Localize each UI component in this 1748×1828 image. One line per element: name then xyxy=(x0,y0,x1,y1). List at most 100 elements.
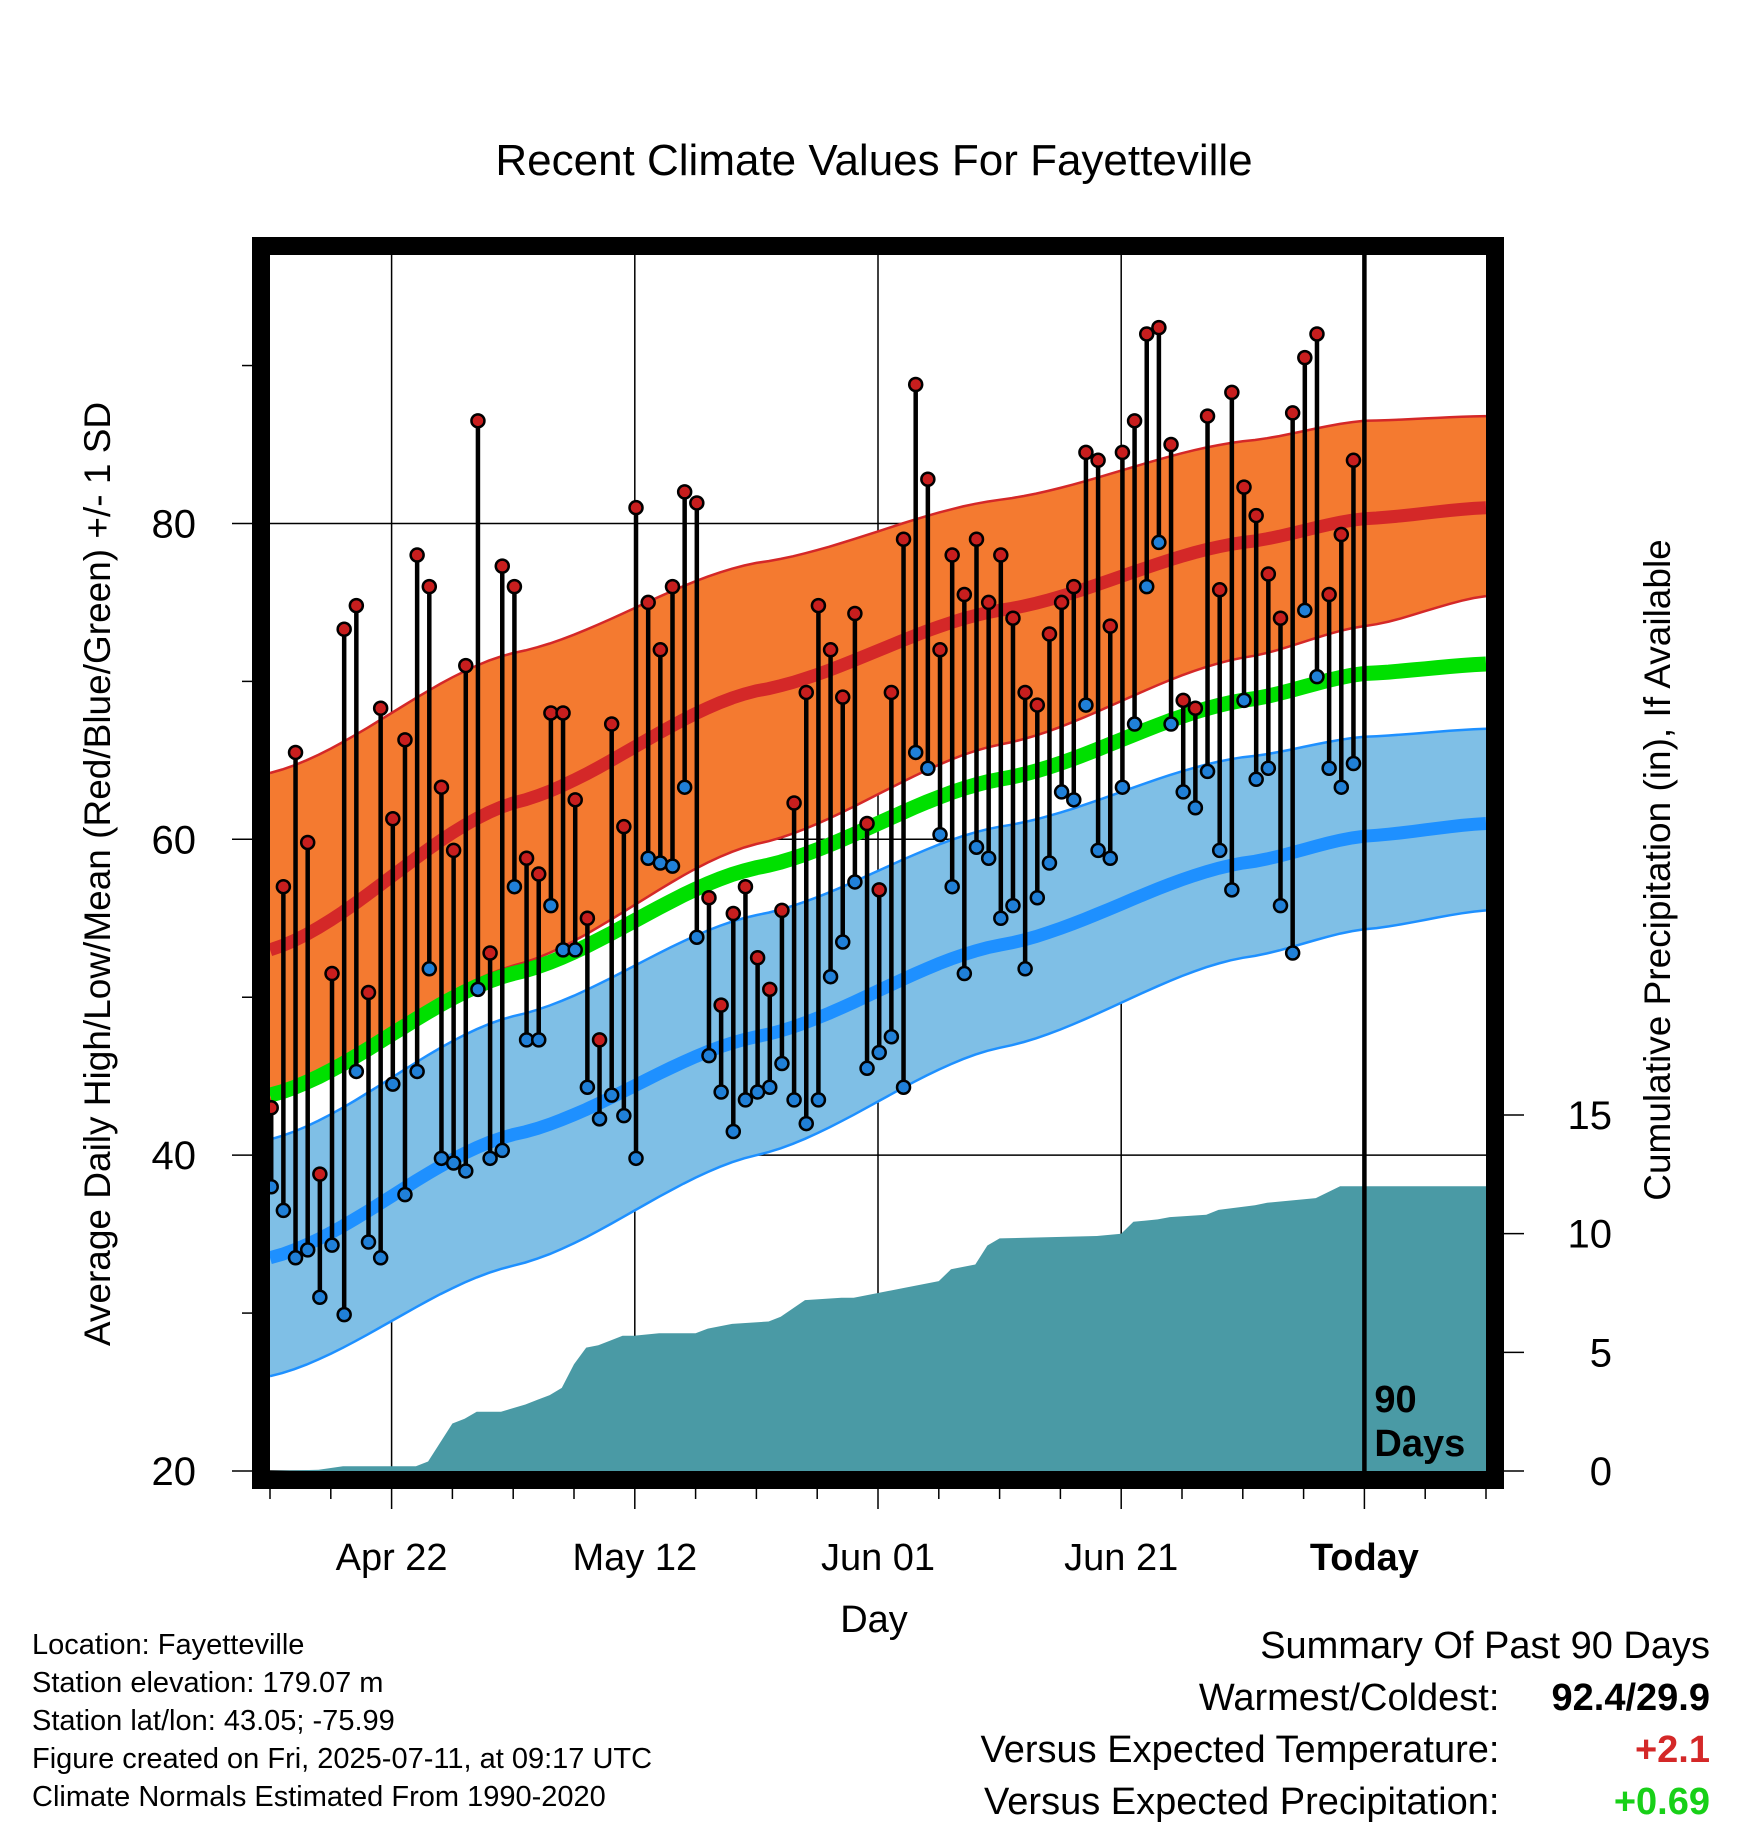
daily-low-point xyxy=(907,744,924,761)
daily-low-point xyxy=(275,1202,292,1219)
daily-high-point xyxy=(859,815,875,832)
y-axis-label: Average Daily High/Low/Mean (Red/Blue/Gr… xyxy=(77,402,118,1346)
daily-low-point xyxy=(385,1076,401,1092)
daily-low-point xyxy=(482,1150,498,1167)
daily-low-point xyxy=(1248,771,1264,788)
daily-low-point xyxy=(1260,760,1277,776)
x-tick-label: Jun 21 xyxy=(1064,1537,1178,1579)
daily-low-point xyxy=(786,1092,802,1108)
daily-low-point xyxy=(1321,760,1337,776)
daily-low-point xyxy=(312,1289,328,1306)
daily-low-point xyxy=(956,965,973,982)
daily-low-point xyxy=(299,1242,316,1258)
daily-low-point xyxy=(883,1028,900,1045)
daily-low-point xyxy=(944,878,960,895)
info-created: Figure created on Fri, 2025-07-11, at 09… xyxy=(32,1743,653,1775)
today-label-line: Days xyxy=(1374,1423,1465,1465)
daily-high-point xyxy=(968,531,985,548)
daily-low-point xyxy=(616,1107,632,1124)
chart-title: Recent Climate Values For Fayetteville xyxy=(495,136,1252,185)
daily-low-point xyxy=(993,910,1009,927)
daily-low-point xyxy=(968,839,985,855)
daily-low-point xyxy=(1297,602,1313,619)
daily-low-point xyxy=(1236,692,1252,709)
info-normals: Climate Normals Estimated From 1990-2020 xyxy=(32,1781,606,1813)
x-tick-label: Jun 01 xyxy=(821,1537,935,1579)
daily-low-point xyxy=(920,760,936,776)
daily-high-point xyxy=(1005,610,1021,626)
daily-high-point xyxy=(701,889,717,906)
daily-high-point xyxy=(348,597,365,614)
daily-low-point xyxy=(445,1155,462,1171)
daily-high-point xyxy=(628,499,644,516)
daily-high-point xyxy=(482,945,498,961)
today-label-line: 90 xyxy=(1374,1379,1416,1421)
daily-low-point xyxy=(1029,889,1046,906)
daily-high-point xyxy=(603,716,620,732)
daily-high-point xyxy=(494,558,511,574)
daily-low-point xyxy=(798,1115,815,1132)
station-info: Location: Fayetteville Station elevation… xyxy=(32,1626,652,1816)
daily-high-point xyxy=(579,910,596,927)
daily-high-point xyxy=(1187,700,1204,716)
daily-high-point xyxy=(1345,452,1362,469)
daily-high-point xyxy=(1284,405,1301,421)
daily-high-point xyxy=(762,981,778,998)
daily-high-point xyxy=(1029,697,1046,713)
daily-low-point xyxy=(1224,882,1240,898)
daily-low-point xyxy=(932,826,948,843)
daily-low-point xyxy=(713,1084,729,1100)
daily-low-point xyxy=(664,858,681,874)
daily-low-point xyxy=(1187,799,1204,816)
daily-high-point xyxy=(895,531,912,548)
daily-high-point xyxy=(1248,507,1264,524)
daily-high-point xyxy=(372,700,389,716)
daily-high-point xyxy=(1211,582,1228,598)
daily-high-point xyxy=(275,878,292,895)
daily-high-point xyxy=(920,471,936,487)
y2-axis-label: Cumulative Precipitation (in), If Availa… xyxy=(1637,539,1678,1201)
x-axis: Apr 22 May 12 Jun 01 Jun 21 Today xyxy=(269,1489,1487,1579)
summary-temp-label: Versus Expected Temperature: xyxy=(980,1729,1500,1771)
daily-low-point xyxy=(1053,784,1070,800)
daily-low-point xyxy=(859,1060,875,1077)
summary-precip-label: Versus Expected Precipitation: xyxy=(984,1781,1500,1823)
plot-frame xyxy=(252,237,1504,1489)
daily-low-point xyxy=(530,1032,547,1048)
daily-low-point xyxy=(1114,779,1131,795)
daily-low-point xyxy=(494,1142,511,1159)
daily-high-point xyxy=(1126,413,1143,429)
daily-high-point xyxy=(1163,436,1179,453)
daily-low-point xyxy=(1211,842,1228,859)
daily-low-point xyxy=(603,1087,620,1103)
info-latlon: Station lat/lon: 43.05; -75.99 xyxy=(32,1705,395,1737)
daily-high-point xyxy=(907,376,924,393)
y2-tick-label: 10 xyxy=(1568,1213,1613,1257)
daily-low-point xyxy=(762,1079,778,1095)
daily-low-point xyxy=(591,1111,608,1127)
high-normal-line xyxy=(267,501,1487,957)
y2-tick-label: 0 xyxy=(1590,1450,1612,1494)
daily-high-point xyxy=(932,642,948,658)
summary-temp-value: +2.1 xyxy=(1634,1729,1710,1771)
daily-high-point xyxy=(1321,586,1337,603)
daily-high-point xyxy=(567,792,583,808)
daily-low-point xyxy=(725,1123,742,1140)
daily-high-point xyxy=(810,597,827,614)
daily-high-point xyxy=(1309,326,1325,342)
daily-high-point xyxy=(385,811,401,827)
daily-low-point xyxy=(847,874,863,890)
y-axis: 20 40 60 80 xyxy=(152,364,252,1494)
daily-high-point xyxy=(433,779,450,795)
daily-low-point xyxy=(1017,961,1033,977)
daily-high-point xyxy=(409,547,425,563)
precip-area xyxy=(270,1186,1486,1471)
daily-high-point xyxy=(324,965,340,982)
daily-low-point xyxy=(506,878,523,895)
daily-high-point xyxy=(652,642,669,658)
x-tick-label: Apr 22 xyxy=(336,1537,448,1579)
daily-high-point xyxy=(676,484,693,500)
x-tick-label: May 12 xyxy=(572,1537,697,1579)
daily-low-point xyxy=(871,1044,887,1061)
